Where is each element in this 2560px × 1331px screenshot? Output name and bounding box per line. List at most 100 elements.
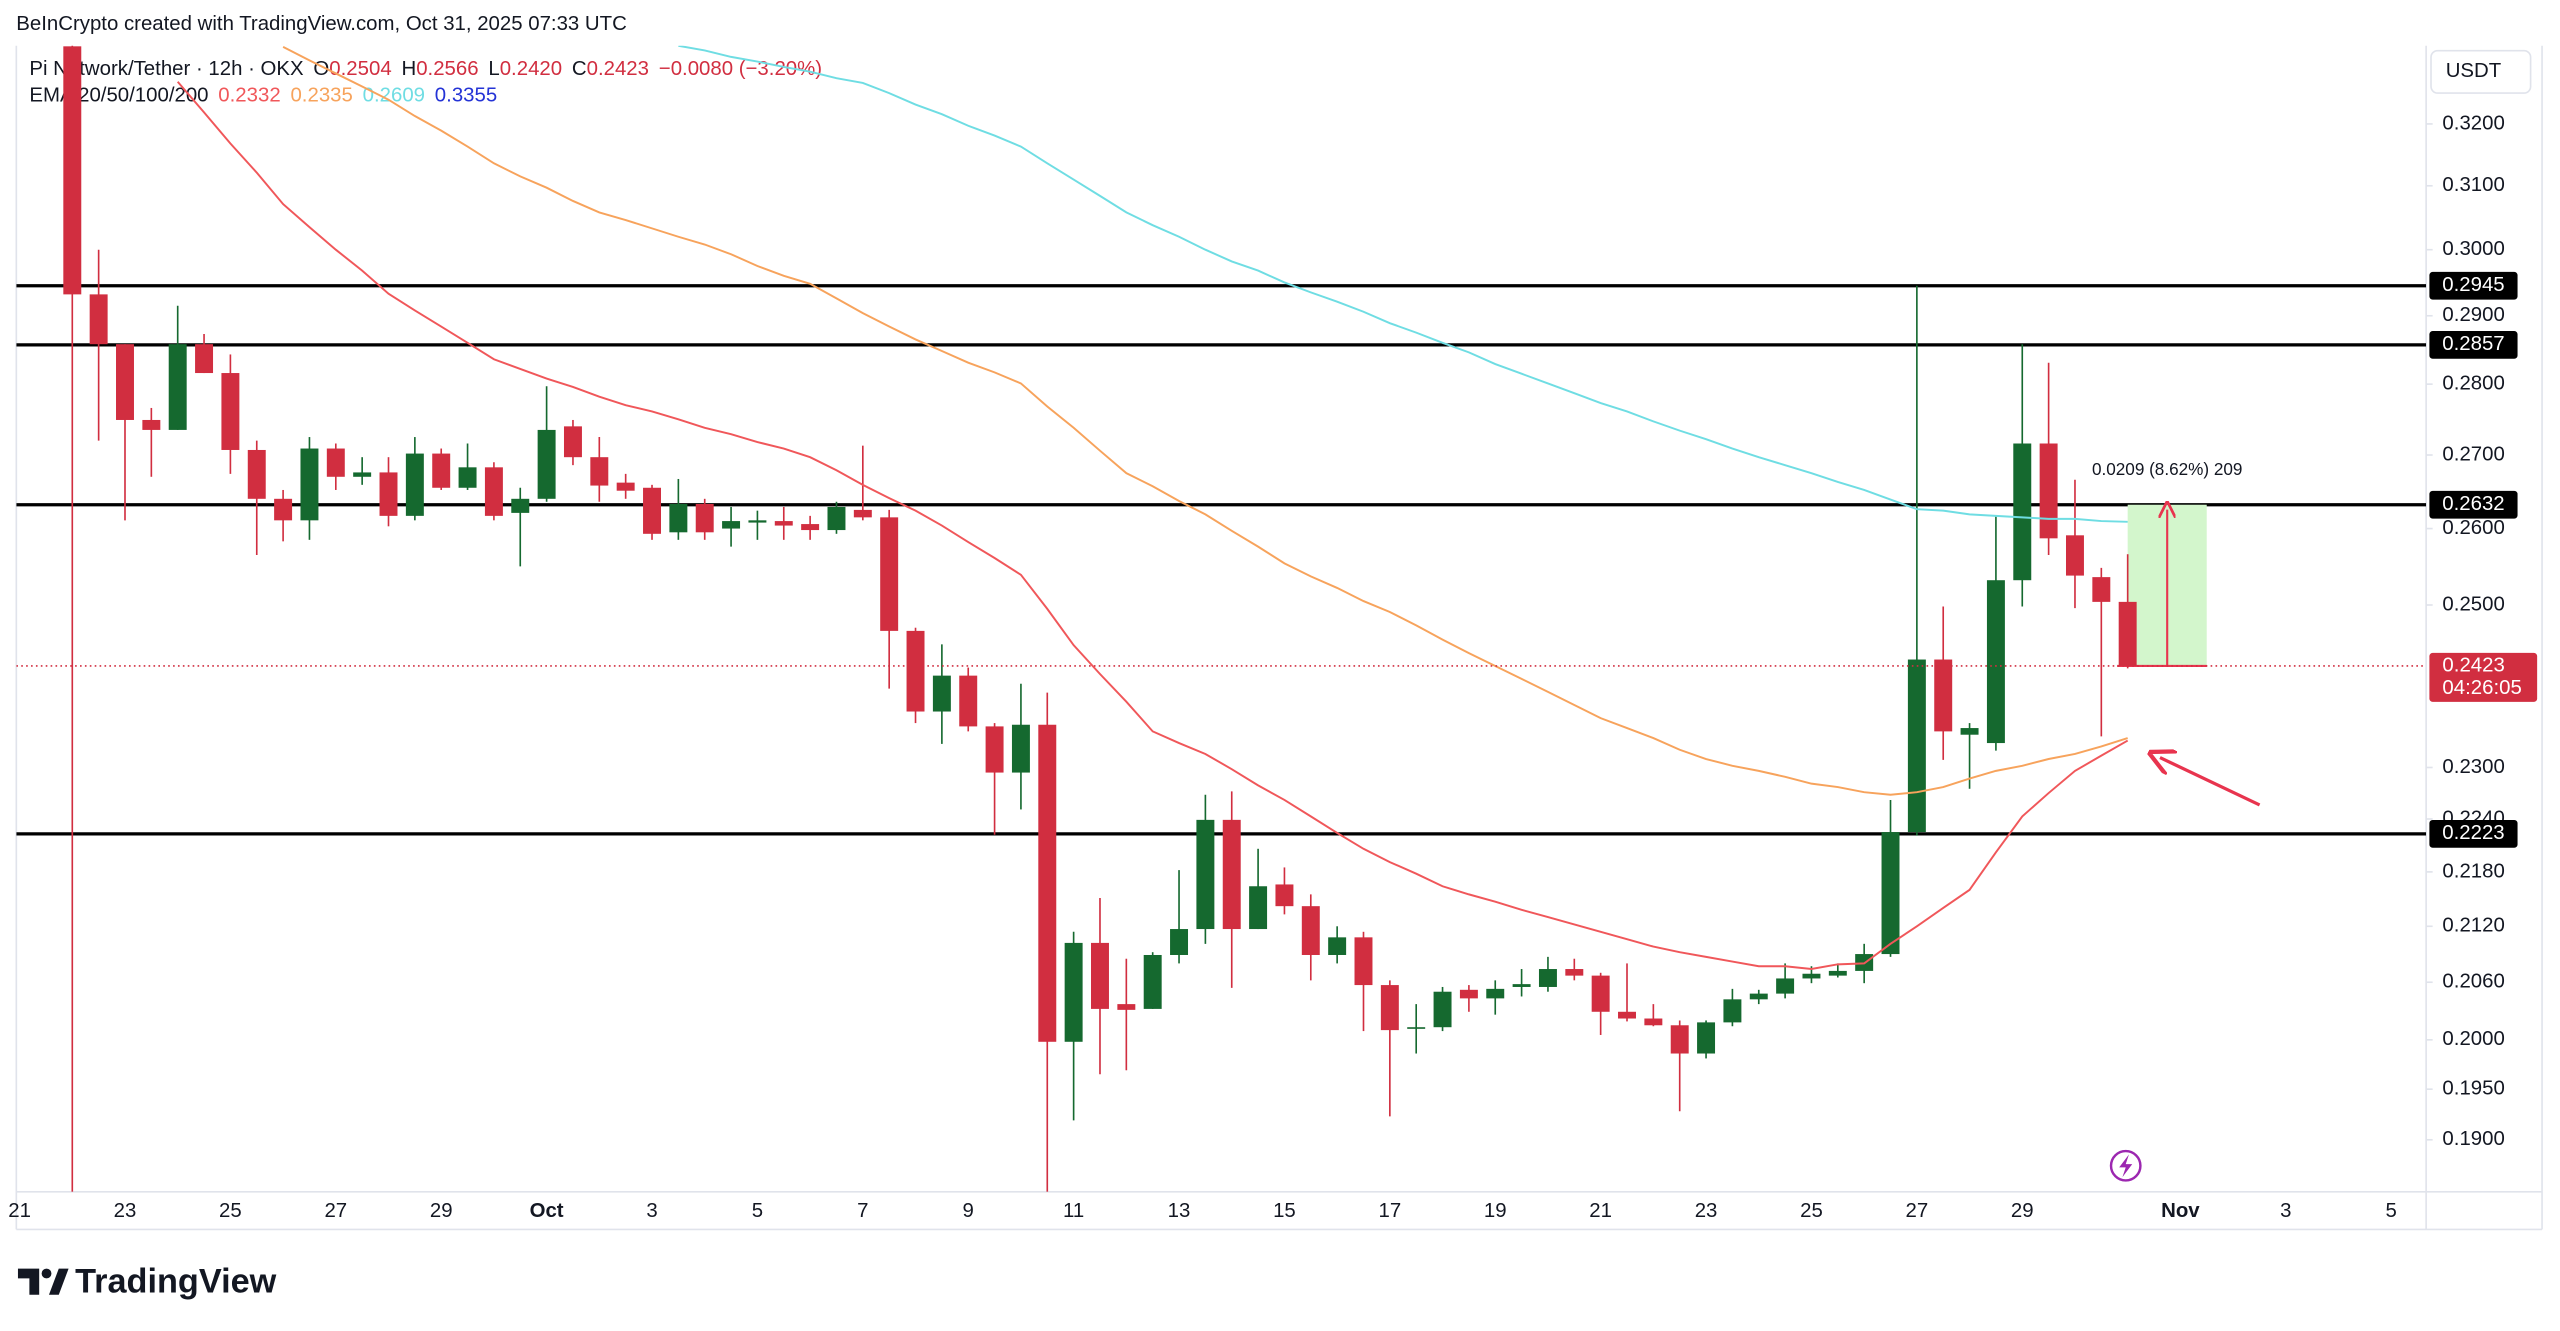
candle-body [1591,975,1610,1012]
ohlc-label: C [572,59,587,81]
level-label-box [2429,490,2518,519]
candle-body [853,509,872,518]
candle-body [168,344,187,430]
candle-body [1512,984,1531,987]
symbol-title: Pi Network/Tether · 12h · OKX [29,59,304,81]
candle-body [959,675,978,727]
candle-body [221,373,240,450]
ema-line [282,46,2128,796]
candle-body [1301,906,1320,955]
y-tick-label: 0.3100 [2442,174,2504,196]
x-tick-label: 23 [114,1200,137,1222]
candle-body [484,467,503,516]
x-tick-label: 11 [1063,1200,1084,1222]
candle-body [1011,724,1030,773]
candle-body [63,46,82,295]
candle-body [537,429,556,499]
candle-body [2092,577,2111,602]
x-tick-label: Nov [2161,1200,2200,1222]
candle-body [379,472,398,516]
candle-body [1275,884,1294,907]
candle-body [1328,937,1347,955]
candle-body [1723,999,1742,1023]
currency-label[interactable]: USDT [2446,60,2502,82]
level-label-box [2429,330,2518,359]
last-price-label: 0.2423 [2442,654,2504,676]
candle-body [2065,535,2084,576]
x-tick-label: 15 [1273,1200,1296,1222]
candle-body [511,498,530,513]
candle-body [1565,969,1584,976]
y-tick-label: 0.2500 [2442,593,2504,615]
y-tick-label: 0.2300 [2442,756,2504,778]
x-tick-label: 3 [2280,1200,2291,1222]
candle-body [142,419,161,430]
y-tick-label: 0.2060 [2442,971,2504,993]
x-tick-label: Oct [530,1200,564,1222]
indicator-value: 0.2609 [363,85,425,107]
plot-area [16,45,2427,1192]
candle-body [1380,985,1399,1031]
candle-body [2013,443,2032,581]
candle-body [1486,988,1505,999]
level-label: 0.2632 [2442,493,2504,515]
x-tick-label: 5 [752,1200,763,1222]
candle-body [1249,886,1268,930]
candle-body [1538,969,1557,987]
candle-body [1143,954,1162,1009]
x-tick-label: 25 [1800,1200,1823,1222]
candle-body [405,453,424,516]
candle-body [722,521,741,529]
candle-body [695,503,714,533]
level-label-box [2429,819,2518,848]
candle-body [300,448,319,521]
candle-body [1934,659,1953,732]
level-label: 0.2857 [2442,333,2504,355]
candle-body [274,498,293,521]
symbol-legend: Pi Network/Tether · 12h · OKX O0.2504 H0.2… [29,59,822,81]
x-tick-label: 19 [1484,1200,1507,1222]
logo-text: TradingView [75,1262,277,1300]
candle-body [616,482,635,491]
x-tick-label: 21 [8,1200,31,1222]
ohlc-label: L [488,59,499,81]
y-tick-label: 0.1900 [2442,1128,2504,1150]
candle-body [1960,728,1979,735]
annotation-arrow [2160,758,2261,807]
candle-body [1802,973,1821,979]
change-value: −0.0080 (−3.20%) [659,59,822,81]
candle-body [1644,1018,1663,1026]
logo-dot [41,1268,52,1279]
x-tick-label: 3 [646,1200,657,1222]
candle-body [458,467,477,488]
indicator-value: 0.2335 [290,85,352,107]
logo-mark [17,1268,40,1295]
candle-body [1091,942,1109,1009]
ema-line [678,45,2128,523]
y-tick-label: 0.2120 [2442,915,2504,937]
y-tick-label: 0.2700 [2442,443,2504,465]
candle-body [89,294,108,345]
candle-body [1117,1004,1136,1010]
candle-body [1776,978,1795,994]
x-tick-label: 27 [1906,1200,1929,1222]
candle-body [1064,942,1083,1042]
candle-body [669,503,688,533]
currency-button[interactable] [2430,49,2532,94]
x-tick-label: 27 [324,1200,347,1222]
candle-body [1170,929,1189,955]
candle-body [1433,991,1452,1028]
candle-body [1670,1025,1689,1054]
candle-body [1986,580,2005,744]
ohlc-value: 0.2423 [587,59,649,81]
candle-body [1354,937,1373,986]
candle-body [590,457,609,486]
candle-body [985,726,1004,773]
measure-label: 0.0209 (8.62%) 209 [2092,459,2242,479]
candle-body [1881,832,1900,955]
x-tick-label: 13 [1168,1200,1191,1222]
candle-body [1618,1011,1636,1019]
candle-body [748,520,767,523]
x-tick-label: 29 [2011,1200,2034,1222]
